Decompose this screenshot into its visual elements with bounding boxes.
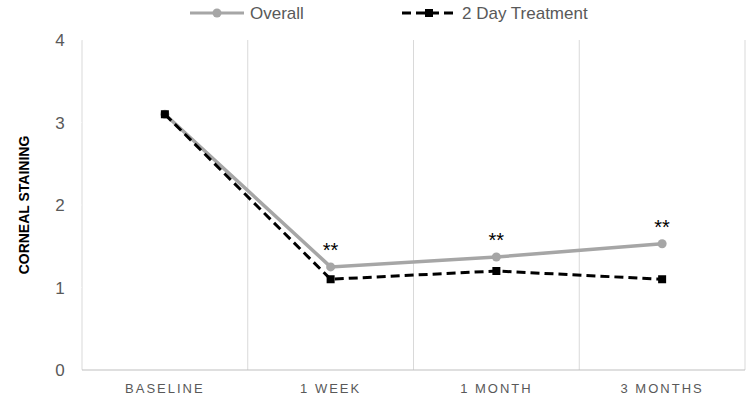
y-tick — [78, 205, 82, 206]
y-tick-label: 2 — [55, 196, 64, 215]
marker — [326, 262, 335, 271]
y-tick-label: 0 — [55, 361, 64, 380]
y-tick — [78, 287, 82, 288]
x-tick-label: 1 WEEK — [300, 381, 361, 396]
annotation: ** — [489, 229, 505, 251]
y-tick — [78, 370, 82, 371]
marker — [161, 110, 169, 118]
marker — [658, 275, 666, 283]
legend-label: Overall — [250, 4, 304, 23]
legend-label: 2 Day Treatment — [462, 4, 588, 23]
series-line — [165, 114, 662, 279]
y-axis-label: CORNEAL STAINING — [16, 136, 32, 275]
grid-line — [413, 40, 414, 370]
y-tick-label: 3 — [55, 114, 64, 133]
marker — [492, 267, 500, 275]
y-tick — [78, 122, 82, 123]
annotation: ** — [654, 216, 670, 238]
annotation: ** — [323, 239, 339, 261]
x-tick-label: 1 MONTH — [460, 381, 533, 396]
grid-line — [579, 40, 580, 370]
y-tick-label: 1 — [55, 279, 64, 298]
chart: 0 1 2 3 4 CORNEAL STAINING BASELINE 1 WEEK 1 MON… — [0, 0, 750, 411]
y-tick — [78, 40, 82, 41]
x-tick-label: BASELINE — [125, 381, 205, 396]
y-tick-label: 4 — [55, 31, 64, 50]
grid-line — [247, 40, 248, 370]
x-axis-line — [82, 370, 745, 371]
legend-marker — [425, 9, 433, 17]
legend-marker — [213, 9, 222, 18]
marker — [160, 110, 169, 119]
x-tick-label: 3 MONTHS — [621, 381, 704, 396]
marker — [327, 275, 335, 283]
plot-area — [160, 110, 666, 284]
marker — [658, 239, 667, 248]
marker — [492, 252, 501, 261]
grid-line — [745, 40, 746, 370]
